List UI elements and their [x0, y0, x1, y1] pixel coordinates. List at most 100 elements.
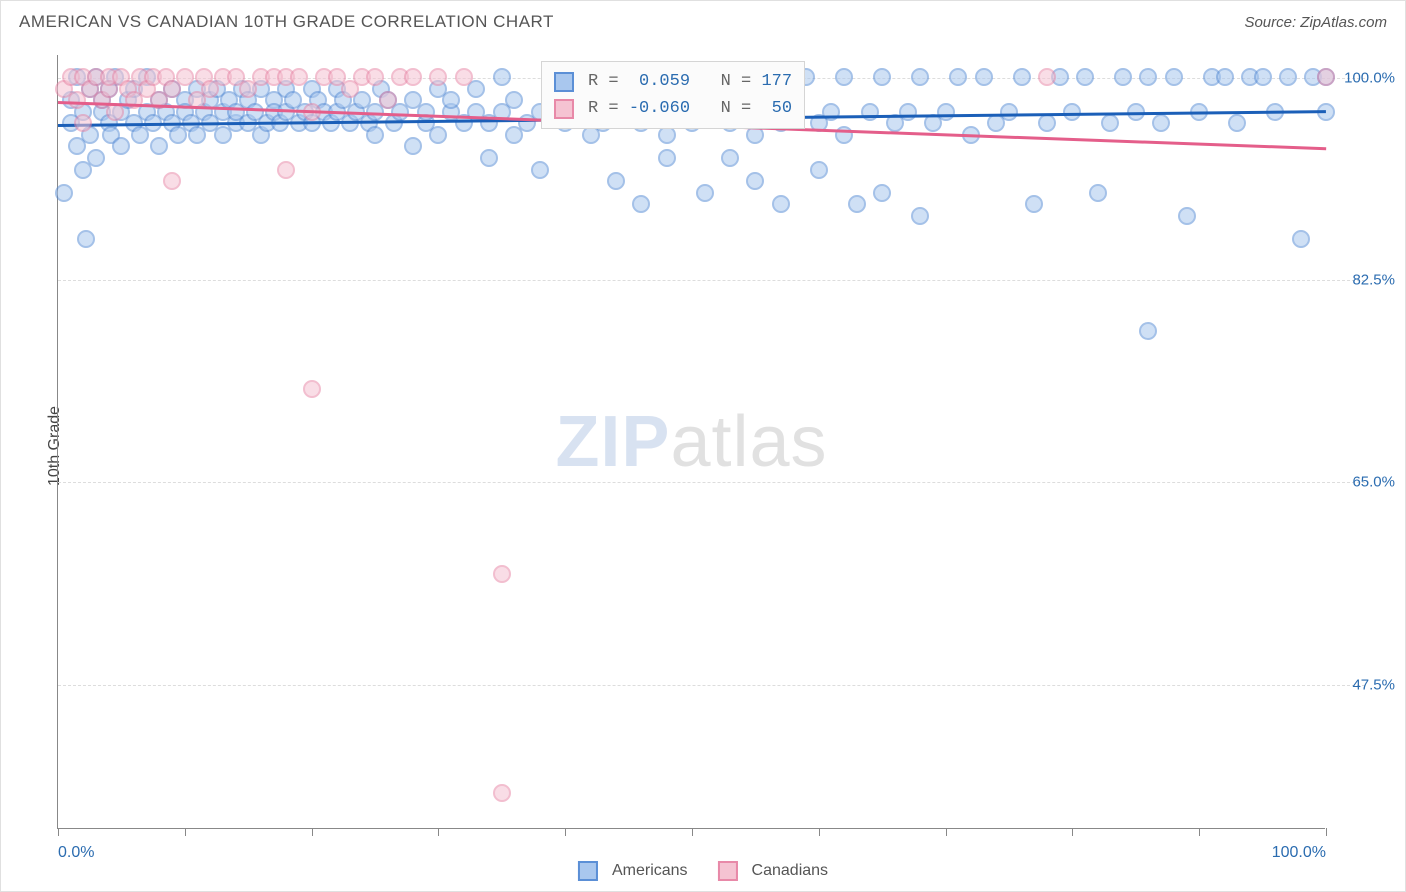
data-point [1292, 230, 1310, 248]
x-tick [1072, 828, 1073, 836]
data-point [1000, 103, 1018, 121]
data-point [74, 114, 92, 132]
data-point [873, 68, 891, 86]
x-axis-end-label: 0.0% [58, 844, 94, 862]
data-point [505, 91, 523, 109]
data-point [176, 68, 194, 86]
data-point [746, 172, 764, 190]
data-point [493, 68, 511, 86]
series-swatch [554, 99, 574, 119]
data-point [1317, 68, 1335, 86]
data-point [937, 103, 955, 121]
data-point [632, 195, 650, 213]
data-point [429, 68, 447, 86]
gridline [58, 685, 1365, 686]
watermark: ZIPatlas [555, 401, 827, 483]
data-point [1165, 68, 1183, 86]
legend-swatch [578, 861, 598, 881]
data-point [1076, 68, 1094, 86]
x-tick [565, 828, 566, 836]
data-point [949, 68, 967, 86]
correlation-stats-box: R = 0.059 N = 177R = -0.060 N = 50 [541, 61, 805, 129]
stats-text: R = -0.060 N = 50 [588, 95, 792, 122]
data-point [87, 149, 105, 167]
data-point [77, 230, 95, 248]
data-point [417, 103, 435, 121]
data-point [163, 172, 181, 190]
chart-container: AMERICAN VS CANADIAN 10TH GRADE CORRELAT… [0, 0, 1406, 892]
data-point [1216, 68, 1234, 86]
x-tick [312, 828, 313, 836]
data-point [1228, 114, 1246, 132]
data-point [658, 149, 676, 167]
data-point [493, 565, 511, 583]
data-point [455, 68, 473, 86]
data-point [911, 68, 929, 86]
data-point [975, 68, 993, 86]
stats-row: R = -0.060 N = 50 [554, 95, 792, 122]
legend-label: Canadians [752, 862, 829, 880]
source-attribution: Source: ZipAtlas.com [1244, 14, 1387, 31]
data-point [1089, 184, 1107, 202]
plot-area: ZIPatlas 100.0%82.5%65.0%47.5%0.0%100.0% [57, 55, 1325, 829]
data-point [1063, 103, 1081, 121]
data-point [366, 126, 384, 144]
watermark-atlas: atlas [670, 402, 827, 482]
x-tick [438, 828, 439, 836]
legend: Americans Canadians [578, 861, 828, 881]
gridline [58, 482, 1365, 483]
data-point [1152, 114, 1170, 132]
data-point [810, 161, 828, 179]
x-axis-end-label: 100.0% [1256, 844, 1326, 862]
legend-item: Americans [578, 861, 688, 881]
data-point [911, 207, 929, 225]
x-tick [1199, 828, 1200, 836]
chart-title: AMERICAN VS CANADIAN 10TH GRADE CORRELAT… [19, 12, 554, 32]
data-point [1254, 68, 1272, 86]
y-tick-label: 100.0% [1335, 70, 1395, 87]
data-point [404, 137, 422, 155]
watermark-zip: ZIP [555, 402, 670, 482]
data-point [303, 380, 321, 398]
data-point [290, 68, 308, 86]
title-bar: AMERICAN VS CANADIAN 10TH GRADE CORRELAT… [1, 1, 1405, 43]
data-point [696, 184, 714, 202]
y-tick-label: 65.0% [1335, 474, 1395, 491]
data-point [1038, 68, 1056, 86]
y-tick-label: 47.5% [1335, 676, 1395, 693]
data-point [899, 103, 917, 121]
data-point [379, 91, 397, 109]
data-point [835, 68, 853, 86]
y-tick-label: 82.5% [1335, 272, 1395, 289]
x-tick [946, 828, 947, 836]
data-point [150, 137, 168, 155]
data-point [429, 126, 447, 144]
data-point [1139, 322, 1157, 340]
data-point [442, 91, 460, 109]
data-point [1279, 68, 1297, 86]
gridline [58, 280, 1365, 281]
x-tick [1326, 828, 1327, 836]
data-point [277, 161, 295, 179]
data-point [1114, 68, 1132, 86]
x-tick [692, 828, 693, 836]
data-point [1025, 195, 1043, 213]
data-point [721, 149, 739, 167]
x-tick [185, 828, 186, 836]
data-point [1038, 114, 1056, 132]
data-point [1013, 68, 1031, 86]
data-point [366, 68, 384, 86]
data-point [1178, 207, 1196, 225]
stats-text: R = 0.059 N = 177 [588, 68, 792, 95]
stats-row: R = 0.059 N = 177 [554, 68, 792, 95]
legend-item: Canadians [718, 861, 829, 881]
data-point [1101, 114, 1119, 132]
data-point [772, 195, 790, 213]
legend-label: Americans [612, 862, 688, 880]
data-point [873, 184, 891, 202]
series-swatch [554, 72, 574, 92]
data-point [1139, 68, 1157, 86]
data-point [848, 195, 866, 213]
data-point [607, 172, 625, 190]
data-point [493, 784, 511, 802]
